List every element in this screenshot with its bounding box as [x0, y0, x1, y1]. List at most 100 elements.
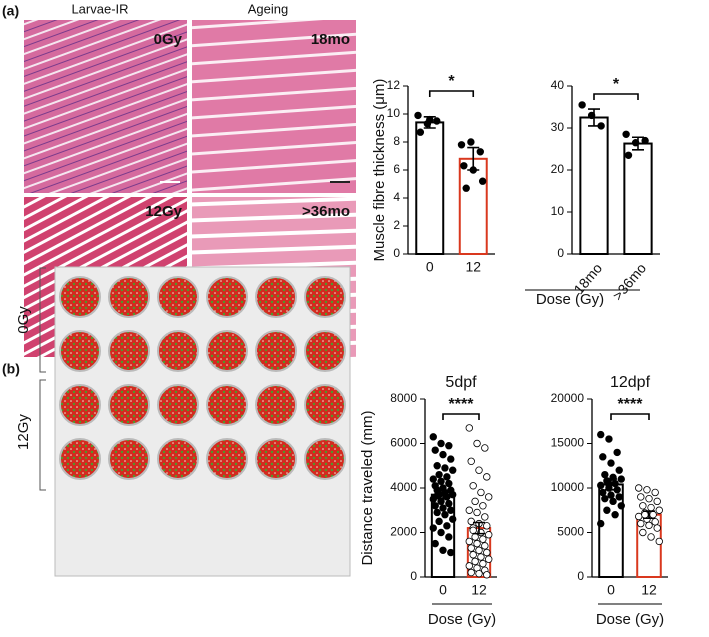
- data-point: [615, 493, 623, 501]
- tile-label: 18mo: [311, 31, 350, 48]
- well: [108, 384, 150, 426]
- significance-bracket: [593, 93, 639, 100]
- significance-bracket: [428, 90, 475, 97]
- well: [108, 438, 150, 480]
- y-tick-label: 0: [393, 246, 400, 260]
- data-point: [485, 531, 493, 539]
- data-point: [465, 562, 473, 570]
- data-point: [445, 499, 453, 508]
- data-point: [465, 506, 473, 514]
- data-point: [617, 475, 625, 483]
- well: [206, 276, 248, 318]
- row-label: 12Gy: [15, 414, 32, 450]
- data-point: [651, 488, 659, 497]
- well: [108, 276, 150, 318]
- data-point: [435, 517, 443, 526]
- data-point: [475, 466, 483, 474]
- data-point: [599, 453, 607, 461]
- data-point: [601, 470, 609, 479]
- data-point: [645, 521, 653, 530]
- well: [206, 384, 248, 426]
- error-bar: [632, 136, 644, 151]
- y-tick-label: 12: [387, 78, 401, 92]
- data-point: [649, 511, 657, 519]
- tile-label: 12Gy: [145, 203, 182, 220]
- data-point: [613, 448, 621, 457]
- significance: ****: [618, 396, 644, 413]
- row-label: 0Gy: [15, 306, 32, 334]
- chart-title: 12dpf: [610, 374, 651, 391]
- y-tick-label: 6000: [390, 436, 417, 450]
- data-point: [447, 506, 455, 514]
- data-point: [439, 504, 447, 512]
- data-point: [483, 571, 491, 579]
- well: [157, 276, 199, 318]
- well: [255, 384, 297, 426]
- data-point: [433, 462, 441, 470]
- data-point: [473, 439, 481, 448]
- well: [304, 438, 346, 480]
- y-tick-label: 10: [387, 106, 401, 120]
- data-point: [653, 524, 661, 532]
- data-point: [647, 533, 655, 541]
- micrograph: [192, 20, 356, 193]
- data-point: [433, 117, 441, 125]
- y-axis-label: Distance traveled (mm): [359, 410, 376, 565]
- data-point: [469, 482, 477, 490]
- x-tick-label: >36mo: [609, 260, 649, 304]
- data-point: [467, 457, 475, 465]
- tile-label: >36mo: [302, 203, 350, 220]
- data-point: [651, 518, 659, 526]
- well: [206, 438, 248, 480]
- significance: ****: [449, 396, 475, 413]
- data-point: [624, 151, 633, 159]
- data-point: [441, 511, 449, 519]
- data-point: [479, 535, 487, 543]
- y-tick-label: 20000: [551, 391, 585, 405]
- well: [304, 276, 346, 318]
- x-tick-label: 0: [607, 582, 615, 598]
- data-point: [443, 473, 451, 481]
- data-point: [431, 502, 439, 510]
- data-point: [469, 551, 477, 559]
- error-bar: [605, 478, 617, 491]
- data-point: [445, 442, 453, 450]
- y-tick-label: 2: [393, 218, 400, 232]
- well: [157, 438, 199, 480]
- data-point: [467, 568, 475, 577]
- data-point: [597, 430, 605, 439]
- y-tick-label: 2000: [390, 525, 417, 539]
- significance: *: [448, 73, 455, 90]
- error-bar: [643, 510, 655, 520]
- data-point: [467, 544, 475, 552]
- well: [206, 330, 248, 372]
- column-label: Ageing: [248, 1, 288, 16]
- data-point: [439, 450, 447, 459]
- data-point: [460, 162, 468, 170]
- plate: [54, 266, 351, 577]
- well: [304, 330, 346, 372]
- data-point: [639, 502, 647, 510]
- data-point: [429, 475, 437, 483]
- data-point: [441, 464, 449, 472]
- significance: *: [613, 76, 620, 93]
- data-point: [478, 177, 487, 185]
- well: [59, 276, 101, 318]
- data-point: [445, 479, 453, 488]
- data-point: [622, 130, 630, 138]
- bar: [415, 121, 445, 256]
- data-point: [483, 548, 491, 557]
- data-point: [643, 486, 651, 494]
- data-point: [465, 537, 473, 546]
- y-tick-label: 5000: [557, 525, 584, 539]
- data-point: [639, 528, 647, 537]
- x-tick-label: 0: [426, 259, 434, 275]
- data-point: [471, 497, 479, 506]
- data-point: [467, 517, 475, 526]
- data-point: [597, 481, 605, 490]
- bar: [623, 142, 653, 255]
- micrograph: [24, 20, 187, 193]
- data-point: [462, 184, 470, 192]
- data-point: [481, 513, 489, 521]
- x-tick-label: 12: [465, 259, 481, 275]
